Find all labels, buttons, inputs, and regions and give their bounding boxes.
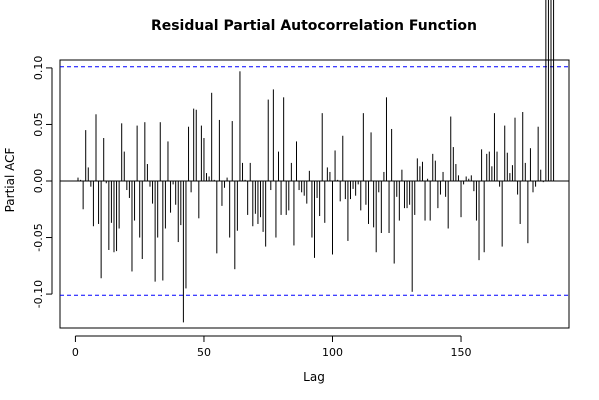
x-axis-label: Lag [303,370,325,384]
y-tick-label: 0.05 [32,112,45,136]
x-axis: 0 50 100 150 [72,335,472,359]
y-axis-label: Partial ACF [3,148,17,213]
y-tick-label: 0.10 [32,56,45,81]
y-axis: -0.10 -0.05 0.00 0.05 0.10 [32,56,53,308]
chart-title: Residual Partial Autocorrelation Functio… [151,18,477,34]
pacf-bars [77,0,555,323]
y-tick-label: -0.10 [32,280,45,308]
x-tick-label: 50 [197,346,211,359]
confidence-bounds [60,66,569,296]
y-tick-label: -0.05 [32,223,45,251]
x-tick-label: 150 [451,346,472,359]
x-tick-label: 0 [72,346,79,359]
plot-frame [59,59,570,329]
x-tick-label: 100 [322,346,343,359]
y-tick-label: 0.00 [32,169,45,194]
